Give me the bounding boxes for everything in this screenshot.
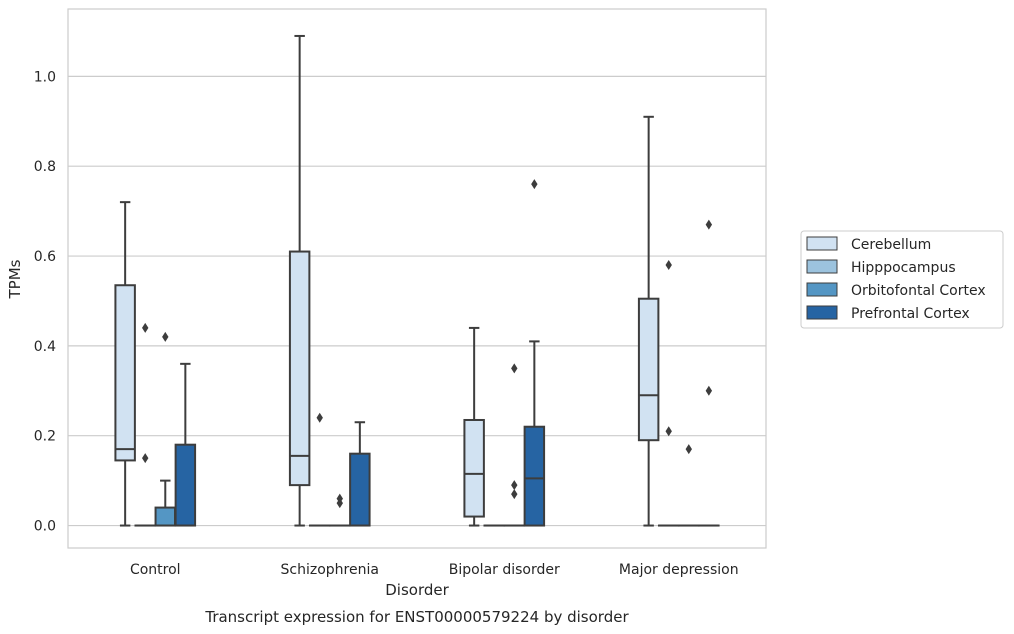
outlier-point xyxy=(685,444,692,455)
box-group xyxy=(503,363,526,527)
x-tick-label: Schizophrenia xyxy=(281,562,379,578)
y-tick-label: 0.6 xyxy=(34,249,56,265)
box-group xyxy=(329,493,351,527)
outlier-point xyxy=(316,412,323,423)
box-group xyxy=(288,34,311,527)
plot-area-frame xyxy=(67,8,767,549)
legend-label: Orbitofontal Cortex xyxy=(851,283,986,299)
box-group xyxy=(463,326,485,527)
box-group xyxy=(134,322,156,527)
legend-swatch xyxy=(806,236,838,251)
chart-caption: Transcript expression for ENST0000057922… xyxy=(204,608,629,626)
box-group xyxy=(349,421,371,527)
outlier-point xyxy=(511,489,518,500)
y-tick-label: 1.0 xyxy=(34,69,56,85)
gridlines xyxy=(68,75,766,527)
box-group xyxy=(154,331,177,527)
outlier-point xyxy=(511,480,518,491)
boxes xyxy=(114,34,720,527)
box-iqr xyxy=(637,297,660,442)
box-iqr xyxy=(174,443,197,527)
box-iqr xyxy=(523,425,546,527)
legend-swatch xyxy=(806,259,838,274)
y-tick-label: 0.4 xyxy=(34,339,56,355)
legend-label: Prefrontal Cortex xyxy=(851,306,970,322)
box-iqr xyxy=(288,250,311,487)
outlier-point xyxy=(142,453,149,464)
box-group xyxy=(698,219,720,527)
y-tick-label: 0.0 xyxy=(34,519,56,535)
y-axis-ticks: 0.0 0.2 0.4 0.6 0.8 1.0 xyxy=(34,69,56,534)
outlier-point xyxy=(142,322,149,333)
outlier-point xyxy=(511,363,518,374)
box-iqr xyxy=(114,284,136,462)
box-group xyxy=(174,362,197,527)
legend-swatch xyxy=(806,282,838,297)
outlier-point xyxy=(531,179,538,190)
x-tick-label: Control xyxy=(130,562,181,578)
outlier-point xyxy=(665,260,672,271)
box-iqr xyxy=(154,506,177,527)
y-tick-label: 0.8 xyxy=(34,159,56,175)
box-iqr xyxy=(349,452,371,527)
outlier-point xyxy=(162,331,169,342)
outlier-point xyxy=(705,219,713,230)
x-axis-ticks: Control Schizophrenia Bipolar disorder Majo… xyxy=(130,562,739,578)
box-iqr xyxy=(463,418,485,518)
box-group xyxy=(678,444,700,527)
legend-label: Cerebellum xyxy=(851,237,931,253)
legend-label: Hipppocampus xyxy=(851,260,956,276)
x-tick-label: Bipolar disorder xyxy=(449,562,560,578)
legend-swatch xyxy=(806,305,838,320)
x-axis-title: Disorder xyxy=(385,581,449,599)
legend-frame xyxy=(800,230,1004,329)
y-tick-label: 0.2 xyxy=(34,429,56,445)
y-axis-title: TPMs xyxy=(6,259,24,299)
box-group xyxy=(637,115,660,527)
outlier-point xyxy=(336,493,343,504)
box-group xyxy=(308,412,331,527)
x-tick-label: Major depression xyxy=(619,562,739,578)
box-group xyxy=(523,179,546,527)
outlier-point xyxy=(705,385,713,396)
legend: Cerebellum Hipppocampus Orbitofontal Corte… xyxy=(800,230,1004,329)
box-group xyxy=(657,260,680,527)
outlier-point xyxy=(665,426,672,437)
box-group xyxy=(114,201,136,527)
